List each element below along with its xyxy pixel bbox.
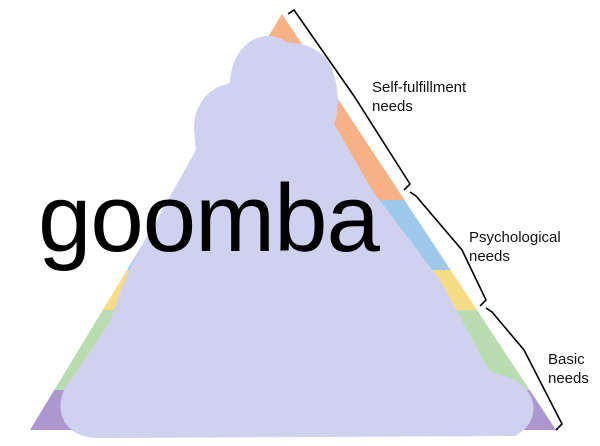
label-self-fulfillment-line2: needs [372, 98, 413, 115]
label-self-fulfillment-line1: Self-fulfillment [372, 79, 467, 96]
bracket-basic [485, 307, 563, 431]
bracket-psychological [409, 191, 487, 307]
overlay-word: goomba [38, 165, 380, 272]
covering-blob [60, 36, 534, 438]
label-basic-line1: Basic [548, 351, 585, 368]
label-psychological-line2: needs [469, 248, 510, 265]
bracket-self-fulfillment [287, 8, 412, 191]
label-psychological-line1: Psychological [469, 229, 561, 246]
label-basic-line2: needs [548, 370, 589, 387]
label-self-fulfillment: Self-fulfillment needs [372, 78, 466, 116]
label-basic: Basic needs [548, 350, 589, 388]
tier-brackets [287, 8, 563, 431]
label-psychological: Psychological needs [469, 228, 561, 266]
